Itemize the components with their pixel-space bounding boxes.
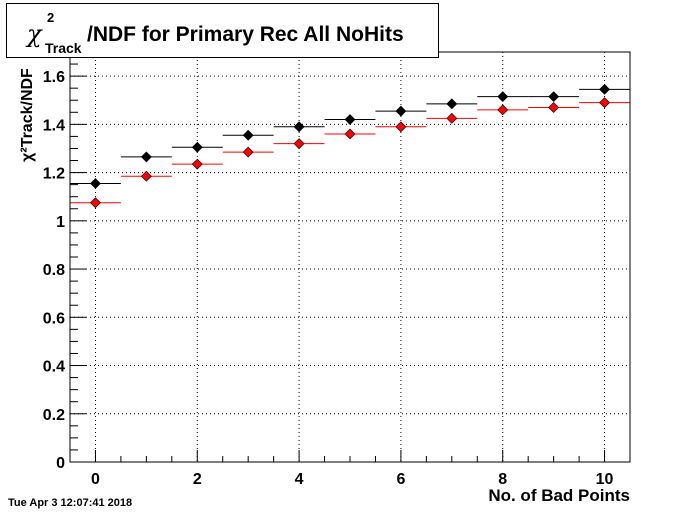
x-tick-label: 8 xyxy=(498,471,507,488)
data-point xyxy=(395,105,407,117)
data-point xyxy=(446,112,458,124)
title-box: χ 2 Track /NDF for Primary Rec All NoHit… xyxy=(6,3,439,58)
title-chi-symbol: χ xyxy=(27,20,42,48)
y-tick-label: 1.4 xyxy=(43,117,65,134)
data-point xyxy=(90,178,101,189)
y-tick-label: 1 xyxy=(56,214,65,231)
data-point xyxy=(140,151,152,163)
x-tick-label: 10 xyxy=(596,471,614,488)
data-point xyxy=(344,128,356,140)
series-1 xyxy=(70,97,630,209)
y-axis-label-wrap: χ²Track/NDF xyxy=(8,60,48,170)
data-point xyxy=(548,102,560,113)
x-tick-label: 6 xyxy=(396,471,405,488)
grid-lines xyxy=(70,52,630,463)
x-tick-label: 4 xyxy=(295,471,304,488)
data-point xyxy=(191,158,203,170)
data-point xyxy=(242,146,254,158)
y-tick-label: 0.2 xyxy=(43,407,65,424)
data-point xyxy=(497,104,509,116)
title-text: /NDF for Primary Rec All NoHits xyxy=(87,23,404,46)
data-point xyxy=(140,170,152,182)
timestamp: Tue Apr 3 12:07:41 2018 xyxy=(8,497,133,509)
y-axis-label: χ²Track/NDF xyxy=(19,68,36,162)
title-superscript: 2 xyxy=(47,10,55,25)
data-point xyxy=(446,98,458,110)
x-tick-label: 2 xyxy=(193,471,202,488)
y-tick-label: 0.6 xyxy=(43,310,65,327)
plot-frame xyxy=(69,51,631,463)
data-point xyxy=(395,121,407,133)
data-point xyxy=(497,91,509,103)
data-point xyxy=(242,129,254,141)
data-point xyxy=(191,141,203,153)
x-tick-label: 0 xyxy=(91,471,100,488)
series-0 xyxy=(70,83,630,189)
y-tick-label: 0.8 xyxy=(43,262,65,279)
y-tick-label: 1.6 xyxy=(43,69,65,86)
y-tick-label: 0.4 xyxy=(43,359,65,376)
title-subscript: Track xyxy=(45,40,82,56)
axis-ticks xyxy=(69,51,631,463)
data-point xyxy=(293,138,305,150)
tick-labels: 0 2 4 6 8 10 0 0.2 0.4 0.6 0.8 1 1.2 1.4 1.6 xyxy=(43,69,614,488)
data-point xyxy=(293,121,305,133)
data-point xyxy=(548,91,560,103)
data-point xyxy=(90,197,101,209)
y-tick-label: 1.2 xyxy=(43,166,65,183)
x-axis-label: No. of Bad Points xyxy=(488,486,630,505)
data-point xyxy=(599,97,610,109)
data-marks xyxy=(70,83,630,209)
data-point xyxy=(599,83,610,95)
y-tick-label: 0 xyxy=(56,455,65,472)
data-point xyxy=(344,114,356,125)
